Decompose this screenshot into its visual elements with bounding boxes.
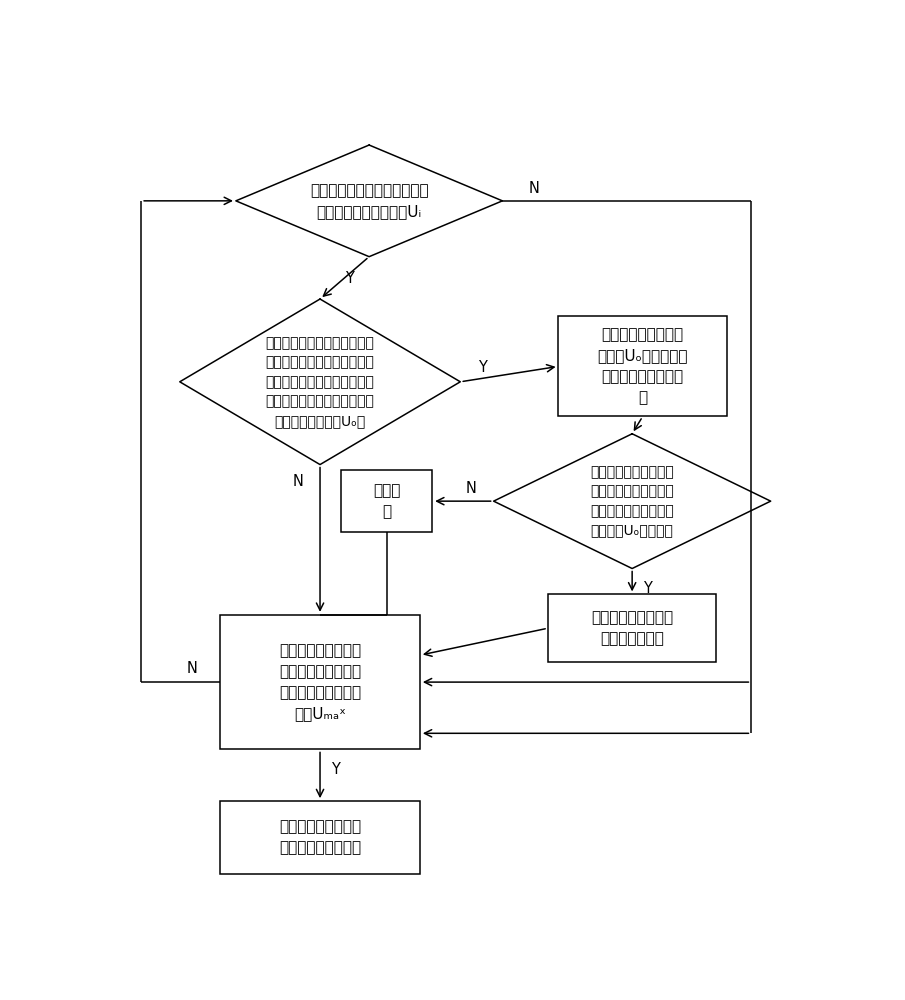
Text: N: N — [466, 481, 477, 496]
Bar — [558, 316, 727, 416]
Bar — [220, 615, 420, 749]
Bar — [548, 594, 717, 662]
Text: N: N — [186, 661, 197, 676]
Bar — [220, 801, 420, 874]
Text: 断开与最低电压的压
差超过Uₒ的电池的充
电，其他电池正常充
电: 断开与最低电压的压 差超过Uₒ的电池的充 电，其他电池正常充 电 — [597, 327, 688, 405]
Text: N: N — [529, 181, 539, 196]
Text: Y: Y — [345, 271, 354, 286]
Text: Y: Y — [643, 581, 652, 596]
Text: 判断断开充电的电池的
电压与充电电池的最低
电压的压差是否在设定
的压差值Uₒ范围之内: 判断断开充电的电池的 电压与充电电池的最低 电压的压差是否在设定 的压差值Uₒ范… — [590, 465, 674, 537]
Text: 继续充
电: 继续充 电 — [373, 483, 400, 519]
Text: 断开充电总回路，停
止整个电池组的充电: 断开充电总回路，停 止整个电池组的充电 — [279, 820, 361, 856]
Text: 判断所有在充电状态
的电池串的电压总和
是否超过设定的总电
压值Uₘₐˣ: 判断所有在充电状态 的电池串的电压总和 是否超过设定的总电 压值Uₘₐˣ — [279, 643, 361, 721]
Bar — [341, 470, 433, 532]
Text: 将断开充电的电池重
新接入充电电路: 将断开充电的电池重 新接入充电电路 — [591, 610, 673, 646]
Text: 确定所述电池组每串所述电池
的最低充电电压；判断当前所
述电池的充电电压与所述最低
充电电压之间的电压差是否大
于预设电压差阈值Uₒ。: 确定所述电池组每串所述电池 的最低充电电压；判断当前所 述电池的充电电压与所述最… — [265, 336, 375, 428]
Text: Y: Y — [479, 360, 487, 375]
Text: 判断当前所述电池的充电电压
是否大于预设电压阈值Uᵢ: 判断当前所述电池的充电电压 是否大于预设电压阈值Uᵢ — [310, 183, 428, 219]
Text: N: N — [292, 474, 303, 489]
Text: Y: Y — [331, 762, 340, 777]
